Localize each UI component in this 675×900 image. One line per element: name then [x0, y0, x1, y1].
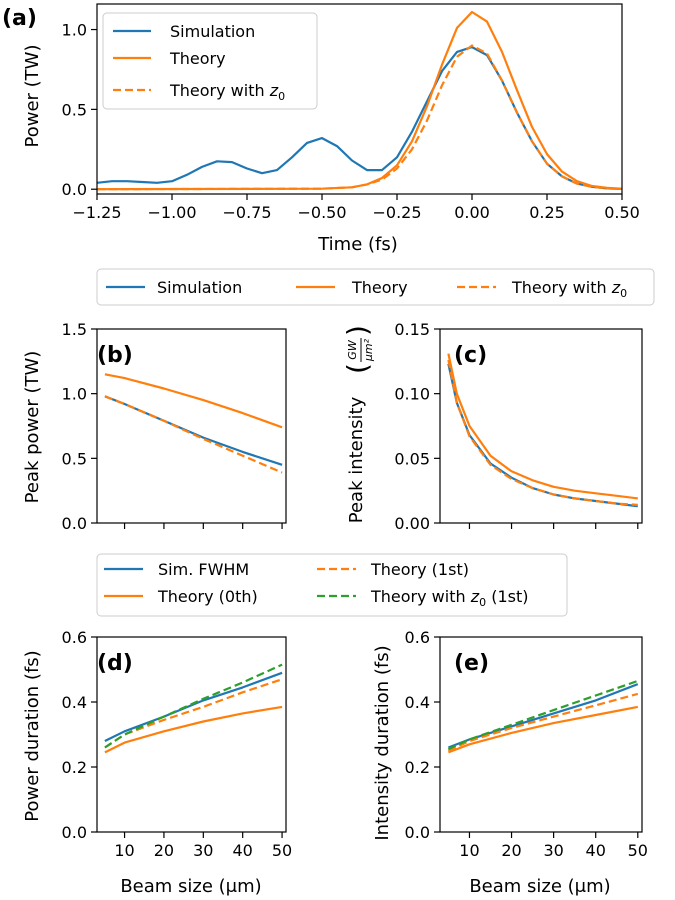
ytick-label-c-3: 0.15 — [394, 320, 430, 339]
xtick-label-e-0: 10 — [459, 841, 479, 860]
xlabel-d: Beam size (μm) — [120, 876, 261, 897]
xtick-label-a-0: −1.25 — [72, 203, 121, 222]
panel-label-a: (a) — [2, 6, 37, 31]
ytick-label-c-0: 0.00 — [394, 514, 430, 533]
xtick-label-e-4: 50 — [628, 841, 648, 860]
ytick-label-e-3: 0.6 — [405, 628, 430, 647]
legend-bottom-theory-z0-1st: Theory with z0 (1st) — [370, 587, 528, 609]
ytick-label-d-2: 0.4 — [62, 693, 87, 712]
panel-d: 10 20 30 40 50 0.0 0.2 0.4 0.6 (d) Power duratio… — [22, 628, 292, 897]
series-a-1 — [96, 10, 623, 191]
xtick-label-a-6: 0.25 — [529, 203, 565, 222]
frame-c — [439, 328, 643, 524]
xtick-label-a-1: −1.00 — [147, 203, 196, 222]
xtick-label-a-4: −0.25 — [372, 203, 421, 222]
ylabel-c-paren-open: ( — [341, 363, 374, 374]
xtick-label-d-0: 10 — [114, 841, 134, 860]
panel-label-b: (b) — [97, 343, 133, 368]
xtick-label-d-3: 40 — [233, 841, 253, 860]
legend-a-theory-z0: Theory with z0 — [169, 81, 285, 103]
xlabel-a: Time (fs) — [317, 234, 398, 255]
series-c-2 — [447, 359, 638, 506]
series-a-2 — [96, 44, 623, 191]
panel-label-e: (e) — [454, 651, 489, 676]
xtick-label-e-2: 30 — [543, 841, 563, 860]
series-e-3 — [447, 679, 639, 751]
legend-mid-simulation: Simulation — [157, 278, 242, 297]
series-d-1 — [104, 705, 283, 754]
xlabel-e: Beam size (μm) — [469, 876, 610, 897]
ylabel-c: Peak intensity — [346, 396, 367, 523]
xtick-label-d-4: 50 — [272, 841, 292, 860]
legend-mid: Simulation Theory Theory with z0 — [96, 268, 655, 306]
axes-e: 10 20 30 40 50 0.0 0.2 0.4 0.6 — [405, 628, 648, 860]
series-b-2 — [104, 395, 283, 474]
panel-e: 10 20 30 40 50 0.0 0.2 0.4 0.6 (e) Intensity dur… — [372, 628, 648, 897]
legend-a: Simulation Theory Theory with z0 — [102, 12, 318, 110]
ylabel-d: Power duration (fs) — [22, 650, 43, 821]
axes-b: 0.0 0.5 1.0 1.5 — [62, 320, 287, 533]
ytick-label-e-0: 0.0 — [405, 823, 430, 842]
frame-b — [96, 328, 287, 524]
ytick-label-b-2: 1.0 — [62, 385, 87, 404]
ylabel-c-unit-num: GW — [346, 339, 359, 360]
ytick-label-b-3: 1.5 — [62, 320, 87, 339]
xtick-label-e-3: 40 — [586, 841, 606, 860]
legend-mid-frame — [96, 268, 655, 306]
frame-e — [439, 636, 643, 833]
legend-bottom-frame — [96, 553, 568, 617]
legend-bottom-theory-1st: Theory (1st) — [370, 560, 469, 579]
axes-c: 0.00 0.05 0.10 0.15 — [394, 320, 643, 533]
xtick-label-d-2: 30 — [193, 841, 213, 860]
series-e-2 — [447, 692, 639, 752]
ytick-label-a-1: 0.5 — [62, 100, 87, 119]
ytick-label-e-2: 0.4 — [405, 693, 430, 712]
ytick-label-d-0: 0.0 — [62, 823, 87, 842]
panel-label-d: (d) — [97, 651, 133, 676]
ylabel-b: Peak power (TW) — [22, 351, 43, 504]
ytick-label-c-2: 0.10 — [394, 385, 430, 404]
legend-bottom: Sim. FWHM Theory (0th) Theory (1st) Theo… — [96, 553, 568, 617]
panel-a: −1.25 −1.00 −0.75 −0.50 −0.25 0.00 0.25 0.50 0.0… — [2, 3, 640, 255]
xtick-label-a-3: −0.50 — [297, 203, 346, 222]
ytick-label-a-0: 0.0 — [62, 180, 87, 199]
legend-a-theory: Theory — [169, 49, 226, 68]
ytick-label-c-1: 0.05 — [394, 449, 430, 468]
ytick-label-b-0: 0.0 — [62, 514, 87, 533]
ylabel-c-paren-close: ) — [341, 325, 374, 336]
frame-a — [96, 3, 623, 195]
ylabel-c-group: Peak intensity ( GW μm² ) — [341, 325, 375, 523]
axes-d: 10 20 30 40 50 0.0 0.2 0.4 0.6 — [62, 628, 293, 860]
legend-a-simulation: Simulation — [170, 22, 255, 41]
ytick-label-d-1: 0.2 — [62, 758, 87, 777]
ytick-label-b-1: 0.5 — [62, 449, 87, 468]
ytick-label-d-3: 0.6 — [62, 628, 87, 647]
legend-bottom-sim-fwhm: Sim. FWHM — [158, 560, 249, 579]
panel-b: 0.0 0.5 1.0 1.5 (b) Peak power (TW) — [22, 320, 287, 533]
ytick-label-a-2: 1.0 — [62, 21, 87, 40]
panel-c: 0.00 0.05 0.10 0.15 (c) Peak intensity ( GW… — [341, 320, 643, 533]
legend-bottom-theory-0th: Theory (0th) — [157, 587, 258, 606]
xtick-label-a-2: −0.75 — [222, 203, 271, 222]
xtick-label-d-1: 20 — [154, 841, 174, 860]
series-b-1 — [104, 373, 283, 429]
frame-d — [96, 636, 287, 833]
ylabel-c-unit-den: μm² — [362, 338, 375, 362]
series-c-1 — [447, 353, 638, 500]
ytick-label-e-1: 0.2 — [405, 758, 430, 777]
panel-label-c: (c) — [454, 343, 487, 368]
axes-a: −1.25 −1.00 −0.75 −0.50 −0.25 0.00 0.25 0.50 0.0… — [62, 3, 640, 222]
xtick-label-e-1: 20 — [501, 841, 521, 860]
xtick-label-a-5: 0.00 — [454, 203, 490, 222]
series-e-1 — [448, 705, 639, 754]
ylabel-e: Intensity duration (fs) — [372, 645, 393, 840]
xtick-label-a-7: 0.50 — [604, 203, 640, 222]
series-d-3 — [104, 663, 283, 749]
legend-mid-theory-z0: Theory with z0 — [511, 278, 627, 300]
legend-mid-theory: Theory — [351, 278, 408, 297]
ylabel-a: Power (TW) — [22, 45, 43, 148]
legend-a-frame — [102, 12, 318, 110]
